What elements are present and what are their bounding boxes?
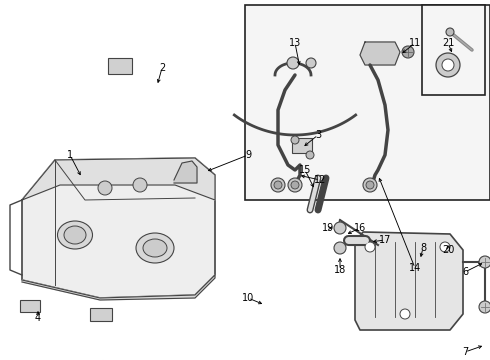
Polygon shape <box>355 232 463 330</box>
Text: 4: 4 <box>35 313 41 323</box>
Text: 2: 2 <box>159 63 165 73</box>
Polygon shape <box>174 161 197 183</box>
Circle shape <box>479 256 490 268</box>
Text: 18: 18 <box>334 265 346 275</box>
Text: 11: 11 <box>409 38 421 48</box>
Circle shape <box>98 181 112 195</box>
Polygon shape <box>22 158 215 200</box>
Polygon shape <box>360 42 400 65</box>
Text: 12: 12 <box>314 175 326 185</box>
Text: 8: 8 <box>420 243 426 253</box>
Text: 6: 6 <box>462 267 468 277</box>
Circle shape <box>291 136 299 144</box>
Text: 13: 13 <box>289 38 301 48</box>
Circle shape <box>442 59 454 71</box>
Text: 21: 21 <box>442 38 454 48</box>
Circle shape <box>306 58 316 68</box>
Text: 20: 20 <box>442 245 454 255</box>
Text: 15: 15 <box>299 165 311 175</box>
Ellipse shape <box>136 233 174 263</box>
Text: 17: 17 <box>379 235 391 245</box>
Bar <box>292 138 312 153</box>
Text: 10: 10 <box>242 293 254 303</box>
Text: 14: 14 <box>409 263 421 273</box>
Circle shape <box>479 301 490 313</box>
Polygon shape <box>22 275 215 300</box>
Ellipse shape <box>143 239 167 257</box>
Ellipse shape <box>57 221 93 249</box>
Circle shape <box>363 178 377 192</box>
Text: 16: 16 <box>354 223 366 233</box>
Circle shape <box>436 53 460 77</box>
Text: 9: 9 <box>245 150 251 160</box>
Circle shape <box>366 181 374 189</box>
Circle shape <box>274 181 282 189</box>
Circle shape <box>440 242 450 252</box>
Bar <box>245 5 490 200</box>
Circle shape <box>306 151 314 159</box>
Bar <box>108 58 132 74</box>
Circle shape <box>288 178 302 192</box>
Bar <box>20 300 40 312</box>
Circle shape <box>400 309 410 319</box>
Polygon shape <box>22 158 215 298</box>
Circle shape <box>271 178 285 192</box>
Text: 19: 19 <box>322 223 334 233</box>
Text: 3: 3 <box>315 130 321 140</box>
Circle shape <box>402 46 414 58</box>
Circle shape <box>133 178 147 192</box>
Circle shape <box>334 222 346 234</box>
Circle shape <box>287 57 299 69</box>
Bar <box>422 5 485 95</box>
Circle shape <box>446 28 454 36</box>
Circle shape <box>291 181 299 189</box>
Circle shape <box>365 242 375 252</box>
Circle shape <box>334 242 346 254</box>
Ellipse shape <box>64 226 86 244</box>
Bar <box>90 308 112 321</box>
Text: 1: 1 <box>67 150 73 160</box>
Text: 7: 7 <box>462 347 468 357</box>
